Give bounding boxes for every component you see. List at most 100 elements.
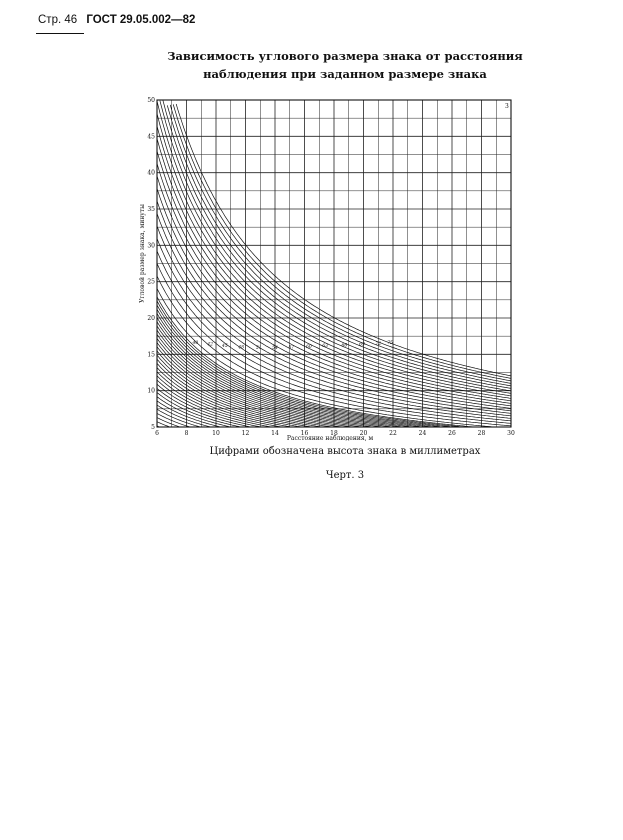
curve-label: 57	[288, 345, 294, 351]
y-tick-label: 5	[151, 424, 155, 431]
curve-42mm	[156, 288, 494, 428]
curve-38mm	[156, 304, 454, 428]
standard-code: ГОСТ 29.05.002—82	[86, 14, 196, 26]
curve-label: 69	[359, 342, 365, 348]
x-axis-label: Расстояние наблюдения, м	[287, 435, 374, 442]
curve-29mm	[156, 342, 363, 428]
x-tick-label: 8	[185, 430, 189, 437]
curve-label: 54	[272, 345, 278, 351]
curve-14mm	[156, 404, 211, 428]
curve-label: 51	[256, 345, 262, 351]
y-tick-label: 30	[147, 242, 155, 249]
x-tick-label: 10	[212, 430, 220, 437]
chart-title-line-1: Зависимость углового размера знака от ра…	[167, 49, 523, 63]
chart-curve-labels: 40 42 45 48 51 54 57 60 63 66 69 72 75	[191, 340, 393, 351]
curve-96mm	[166, 105, 512, 384]
y-tick-label: 20	[147, 315, 155, 322]
x-tick-label: 20	[360, 430, 368, 437]
y-tick-label: 50	[147, 97, 155, 104]
curve-48mm	[156, 263, 512, 424]
curve-15mm	[156, 400, 221, 428]
curve-93mm	[162, 100, 512, 387]
x-tick-label: 12	[242, 430, 250, 437]
curve-87mm	[156, 101, 512, 392]
y-tick-label: 35	[147, 206, 155, 213]
x-tick-label: 30	[507, 430, 515, 437]
x-tick-label: 18	[330, 430, 338, 437]
x-tick-label: 16	[301, 430, 309, 437]
curve-label: 75	[387, 340, 393, 346]
curve-75mm	[156, 150, 512, 402]
curve-39mm	[156, 300, 464, 428]
curve-24mm	[156, 363, 312, 428]
curve-33mm	[156, 325, 402, 428]
curve-label: 66	[341, 342, 347, 348]
x-tick-label: 26	[448, 430, 456, 437]
curve-72mm	[156, 163, 512, 404]
chart-caption: Цифрами обозначена высота знака в миллим…	[209, 446, 481, 457]
curve-60mm	[156, 213, 512, 414]
x-tick-label: 22	[389, 430, 397, 437]
curve-90mm	[159, 100, 512, 389]
curve-40mm	[156, 296, 475, 428]
curve-66mm	[156, 188, 512, 409]
curve-63mm	[156, 200, 512, 412]
curve-99mm	[169, 104, 512, 382]
curve-label: 48	[237, 345, 244, 351]
curve-37mm	[156, 309, 444, 428]
curve-84mm	[156, 113, 512, 394]
curve-18mm	[156, 388, 250, 428]
curve-23mm	[156, 367, 302, 428]
curve-11mm	[156, 417, 180, 428]
x-tick-label: 14	[271, 430, 279, 437]
curve-81mm	[156, 126, 512, 397]
page-number: Стр. 46	[38, 14, 78, 26]
curve-30mm	[156, 338, 373, 428]
header-underline	[36, 33, 84, 34]
chart-ticks: 6 8 10 12 14 16 18 20 22 24 26 28 305101520253035404…	[147, 97, 515, 437]
curve-69mm	[156, 175, 512, 407]
curve-25mm	[156, 358, 321, 428]
y-tick-label: 40	[147, 170, 155, 177]
curve-54mm	[156, 238, 512, 419]
curve-102mm	[172, 104, 512, 379]
curve-label: 60	[306, 344, 312, 350]
curve-31mm	[156, 334, 383, 428]
curve-27mm	[156, 350, 342, 428]
curve-22mm	[156, 371, 292, 428]
curve-label: 63	[322, 343, 328, 349]
curve-32mm	[156, 329, 394, 428]
curve-57mm	[156, 225, 512, 417]
chart-corner-label: 3	[505, 103, 509, 110]
figure-label: Черт. 3	[325, 470, 365, 481]
x-tick-label: 6	[155, 430, 159, 437]
curve-36mm	[156, 313, 433, 428]
curve-105mm	[175, 103, 512, 377]
curve-78mm	[156, 138, 512, 399]
curve-10mm	[156, 421, 169, 427]
chart-curves	[156, 100, 512, 428]
y-axis-label: Угловой размер знака, минуты	[139, 204, 146, 303]
curve-17mm	[156, 392, 240, 428]
chart-frame	[156, 99, 512, 428]
curve-16mm	[156, 396, 231, 428]
y-tick-label: 45	[147, 133, 155, 140]
chart-border	[156, 99, 512, 428]
curve-45mm	[156, 275, 512, 427]
y-tick-label: 10	[147, 388, 155, 395]
curve-34mm	[156, 321, 413, 428]
curve-label: 45	[221, 343, 228, 349]
curve-label: 40	[191, 340, 198, 346]
curve-label: 42	[206, 342, 213, 348]
curve-21mm	[156, 375, 281, 428]
y-tick-label: 25	[147, 279, 155, 286]
x-tick-label: 28	[478, 430, 486, 437]
curve-13mm	[156, 408, 200, 428]
curve-35mm	[156, 317, 423, 428]
page-header: Стр. 46 ГОСТ 29.05.002—82	[38, 14, 198, 34]
curve-12mm	[156, 413, 190, 428]
curve-28mm	[156, 346, 352, 428]
y-tick-label: 15	[147, 351, 155, 358]
chart-title-line-2: наблюдения при заданном размере знака	[203, 67, 487, 81]
